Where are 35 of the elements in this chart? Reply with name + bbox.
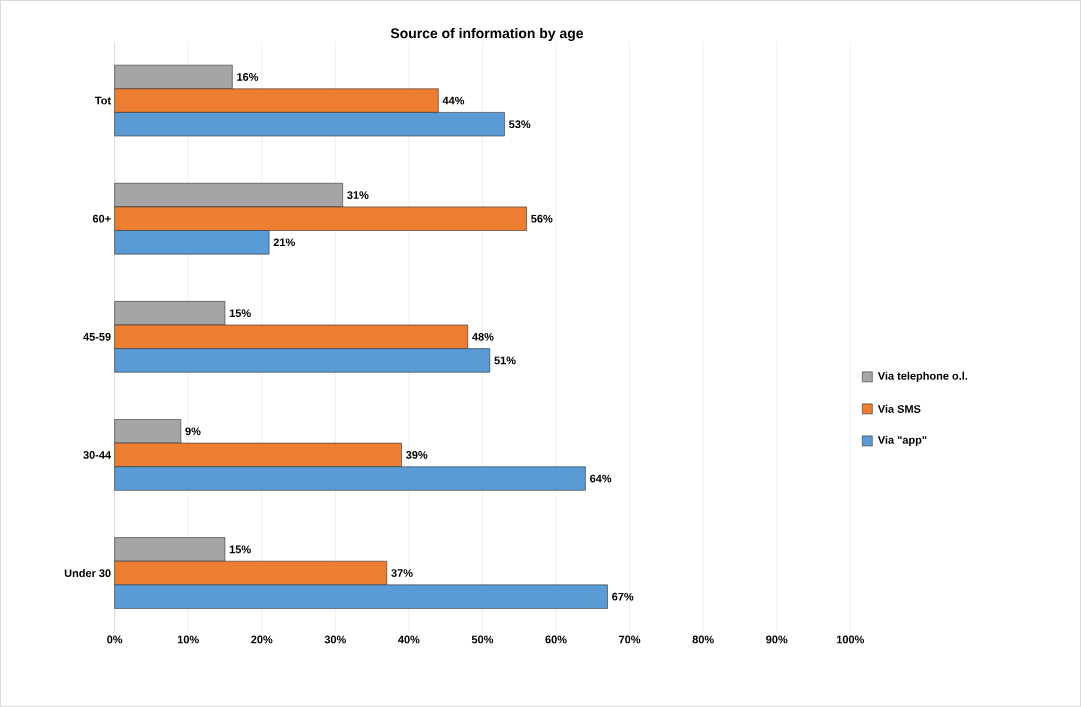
data-label: 15% — [229, 309, 251, 318]
x-tick-label: 30% — [324, 635, 346, 644]
x-tick-label: 50% — [471, 635, 494, 644]
data-label: 21% — [273, 238, 295, 247]
x-tick-label: 60% — [545, 635, 567, 644]
data-label: 44% — [442, 96, 465, 105]
y-tick-label: Tot — [94, 96, 111, 105]
y-tick-label: 45-59 — [83, 333, 111, 341]
x-tick-label: 10% — [177, 635, 199, 644]
data-label: 31% — [347, 191, 369, 200]
data-label: 39% — [405, 451, 428, 459]
x-tick-label: 80% — [692, 635, 714, 644]
y-tick-label: 60+ — [92, 215, 111, 223]
y-tick-label: 30-44 — [83, 451, 112, 459]
data-label: 51% — [494, 356, 516, 365]
legend-label: Via telephone o.l. — [877, 371, 968, 383]
x-tick-label: 20% — [251, 635, 273, 644]
x-tick-label: 100% — [836, 635, 865, 644]
chart-title: Source of information by age — [390, 28, 584, 42]
y-tick-label: Under 30 — [64, 569, 111, 578]
x-tick-label: 70% — [619, 635, 641, 644]
x-tick-label: 90% — [766, 635, 788, 644]
data-label: 37% — [391, 569, 413, 578]
data-label: 67% — [612, 592, 634, 601]
x-tick-label: 0% — [107, 635, 123, 644]
data-label: 56% — [531, 215, 553, 223]
data-label: 64% — [590, 474, 612, 483]
data-label: 9% — [185, 427, 201, 436]
data-label: 48% — [472, 333, 494, 341]
data-label: 16% — [237, 73, 259, 82]
legend-label: Via SMS — [877, 405, 921, 414]
data-label: 15% — [229, 545, 251, 554]
legend-label: Via "app" — [877, 435, 927, 447]
data-label: 53% — [509, 120, 531, 129]
x-tick-label: 40% — [398, 635, 420, 644]
